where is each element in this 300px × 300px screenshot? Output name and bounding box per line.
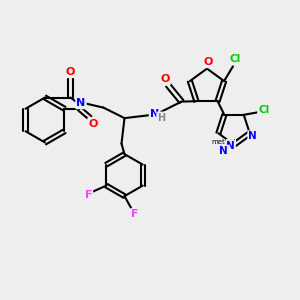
Text: O: O [66,67,75,77]
Text: O: O [160,74,170,84]
Text: methyl: methyl [222,148,227,150]
Text: N: N [150,109,159,118]
Text: O: O [88,119,98,129]
Text: N: N [226,141,235,151]
Text: N: N [76,98,85,108]
Text: methyl: methyl [212,139,236,145]
Text: O: O [204,57,213,67]
Text: N: N [219,146,228,156]
Text: Cl: Cl [230,55,241,64]
Text: F: F [131,209,139,219]
Text: N: N [248,131,257,141]
Text: Cl: Cl [258,105,269,115]
Text: H: H [157,112,166,122]
Text: F: F [85,190,92,200]
